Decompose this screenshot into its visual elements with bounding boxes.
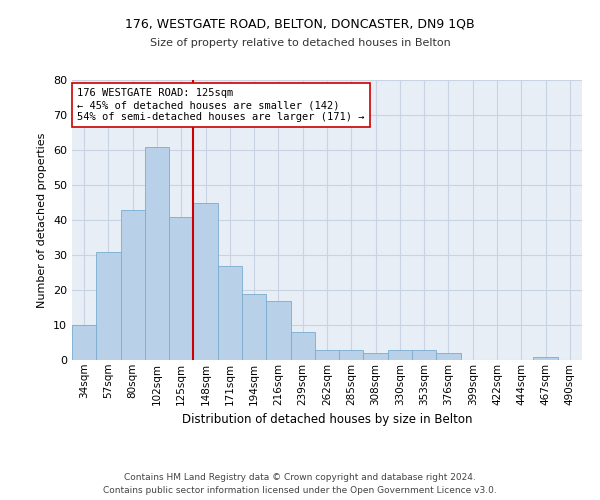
Bar [436, 353, 461, 360]
Bar [218, 266, 242, 360]
Bar [533, 356, 558, 360]
Text: 176 WESTGATE ROAD: 125sqm
← 45% of detached houses are smaller (142)
54% of semi: 176 WESTGATE ROAD: 125sqm ← 45% of detac… [77, 88, 365, 122]
Bar [121, 210, 145, 360]
Bar [290, 332, 315, 360]
Y-axis label: Number of detached properties: Number of detached properties [37, 132, 47, 308]
Bar [242, 294, 266, 360]
Bar [169, 216, 193, 360]
Text: Size of property relative to detached houses in Belton: Size of property relative to detached ho… [149, 38, 451, 48]
Bar [364, 353, 388, 360]
Bar [315, 350, 339, 360]
Text: 176, WESTGATE ROAD, BELTON, DONCASTER, DN9 1QB: 176, WESTGATE ROAD, BELTON, DONCASTER, D… [125, 18, 475, 30]
Bar [145, 146, 169, 360]
X-axis label: Distribution of detached houses by size in Belton: Distribution of detached houses by size … [182, 413, 472, 426]
Text: Contains HM Land Registry data © Crown copyright and database right 2024.
Contai: Contains HM Land Registry data © Crown c… [103, 474, 497, 495]
Bar [72, 325, 96, 360]
Bar [193, 202, 218, 360]
Bar [412, 350, 436, 360]
Bar [388, 350, 412, 360]
Bar [339, 350, 364, 360]
Bar [266, 300, 290, 360]
Bar [96, 252, 121, 360]
